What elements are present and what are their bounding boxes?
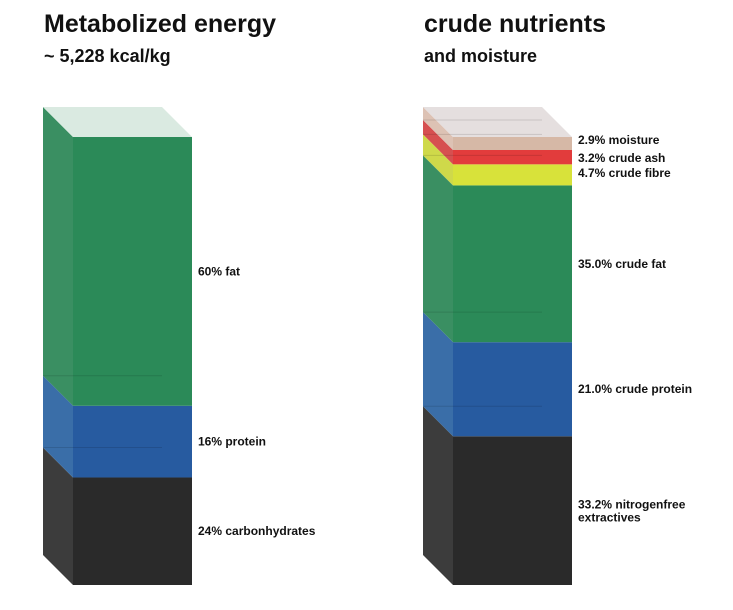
bar-side-1-3 bbox=[423, 134, 453, 186]
bar-segment-1-1 bbox=[453, 342, 572, 437]
bar-segment-0-1 bbox=[73, 405, 192, 478]
segment-label-nutrients-2: 35.0% crude fat bbox=[578, 257, 666, 271]
segment-label-line: 33.2% nitrogenfree bbox=[578, 498, 686, 512]
bar-segment-1-2 bbox=[453, 185, 572, 343]
segment-label-line: 21.0% crude protein bbox=[578, 382, 692, 396]
bar-segment-1-5 bbox=[453, 137, 572, 150]
segment-label-line: 4.7% crude fibre bbox=[578, 166, 671, 180]
bar-segment-1-4 bbox=[453, 149, 572, 165]
energy-chart-subtitle: ~ 5,228 kcal/kg bbox=[44, 46, 171, 66]
segment-label-line: extractives bbox=[578, 511, 641, 525]
bar-top-0 bbox=[43, 107, 192, 137]
bar-top-1 bbox=[423, 107, 572, 137]
bar-side-1-0 bbox=[423, 406, 453, 585]
bar-side-1-5 bbox=[423, 107, 453, 150]
segment-label-nutrients-1: 21.0% crude protein bbox=[578, 382, 692, 396]
segment-label-nutrients-3: 4.7% crude fibre bbox=[578, 166, 671, 180]
segment-label-energy-2: 60% fat bbox=[198, 264, 240, 278]
segment-label-energy-1: 16% protein bbox=[198, 435, 266, 449]
energy-chart-title: Metabolized energy bbox=[44, 10, 276, 38]
bar-side-1-1 bbox=[423, 312, 453, 437]
bar-side-1-2 bbox=[423, 155, 453, 343]
segment-label-line: 3.2% crude ash bbox=[578, 151, 665, 165]
nutrients-chart-subtitle: and moisture bbox=[424, 46, 538, 66]
nutrients-chart-title: crude nutrients bbox=[424, 10, 606, 38]
segment-label-energy-0: 24% carbonhydrates bbox=[198, 524, 316, 538]
segment-label-line: 35.0% crude fat bbox=[578, 257, 666, 271]
bar-segment-0-2 bbox=[73, 137, 192, 406]
bar-segment-0-0 bbox=[73, 477, 192, 585]
bar-side-0-1 bbox=[43, 375, 73, 478]
bar-side-1-4 bbox=[423, 119, 453, 165]
segment-label-line: 2.9% moisture bbox=[578, 133, 660, 147]
segment-label-nutrients-0: 33.2% nitrogenfree extractives bbox=[578, 498, 686, 525]
segment-label-nutrients-4: 3.2% crude ash bbox=[578, 151, 665, 165]
bar-segment-1-3 bbox=[453, 164, 572, 186]
bar-side-0-0 bbox=[43, 447, 73, 585]
segment-label-nutrients-5: 2.9% moisture bbox=[578, 133, 660, 147]
bar-segment-1-0 bbox=[453, 436, 572, 585]
bar-side-0-2 bbox=[43, 107, 73, 406]
